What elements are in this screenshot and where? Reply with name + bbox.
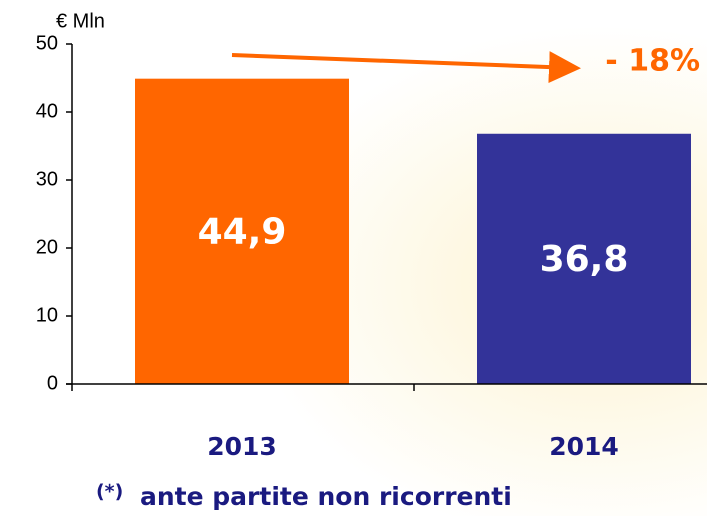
footnote-marker: (*)	[96, 481, 123, 503]
y-tick-label: 30	[36, 168, 58, 190]
value-label: 36,8	[540, 239, 629, 280]
y-tick-label: 20	[36, 236, 58, 258]
y-axis-label: € Mln	[56, 10, 105, 32]
trend-arrow	[231, 51, 581, 84]
footnote: ante partite non ricorrenti	[140, 482, 512, 511]
y-tick-label: 10	[36, 304, 58, 326]
x-tick-label: 2014	[549, 432, 619, 461]
bar	[477, 133, 691, 384]
y-tick-label: 0	[47, 372, 58, 394]
x-tick-label: 2013	[207, 432, 277, 461]
annotation: - 18%	[605, 44, 700, 79]
bar	[135, 78, 349, 385]
y-tick-label: 50	[36, 32, 58, 54]
value-label: 44,9	[198, 211, 287, 252]
y-tick-label: 40	[36, 100, 58, 122]
